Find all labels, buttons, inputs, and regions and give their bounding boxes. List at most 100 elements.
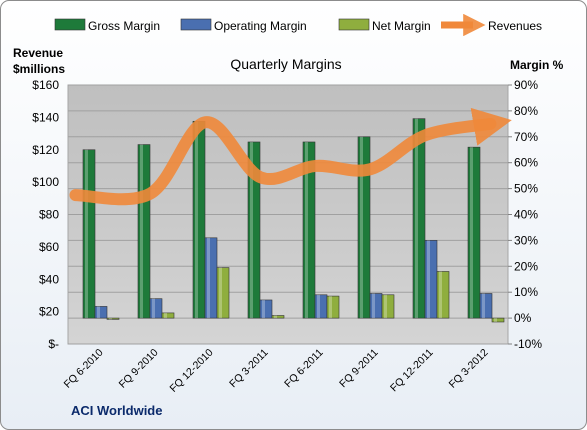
left-tick-label: $160 xyxy=(32,78,59,92)
bar-body xyxy=(412,118,426,319)
right-tick-label: 40% xyxy=(514,208,538,222)
legend-swatch xyxy=(54,18,86,31)
bar-highlight xyxy=(415,118,418,319)
legend-item: Gross Margin xyxy=(54,18,160,33)
bar-body xyxy=(467,146,481,319)
bar-body xyxy=(259,299,273,319)
bar-body xyxy=(216,267,230,319)
legend-item: Net Margin xyxy=(338,18,431,33)
bar-highlight xyxy=(250,141,253,319)
bar-net-margin xyxy=(216,267,230,319)
bar-highlight xyxy=(360,136,363,319)
bar-highlight xyxy=(207,237,210,319)
right-tick-label: 70% xyxy=(514,130,538,144)
bar-gross-margin xyxy=(467,146,481,319)
bar-body xyxy=(357,136,371,319)
left-tick-label: $60 xyxy=(39,240,59,254)
bar-body xyxy=(161,312,175,319)
category-axis: FQ 6-2010 FQ 9-2010 FQ 12-2010 FQ 3-2011 FQ … xyxy=(62,347,491,395)
legend-item: Revenues xyxy=(441,13,542,37)
left-axis-title-line2: $millions xyxy=(13,62,65,76)
bar-body xyxy=(424,240,438,319)
bar-highlight xyxy=(109,318,112,320)
bar-highlight xyxy=(317,294,320,319)
bar-highlight xyxy=(274,315,277,319)
bar-gross-margin xyxy=(82,149,96,319)
legend-label: Operating Margin xyxy=(214,19,307,33)
right-tick-label: 60% xyxy=(514,156,538,170)
revenue-line xyxy=(69,107,512,206)
bar-body xyxy=(82,149,96,319)
bar-body xyxy=(137,144,151,319)
bar-highlight xyxy=(482,293,485,319)
bar-body xyxy=(204,237,218,319)
bar-highlight xyxy=(384,294,387,319)
legend-swatch xyxy=(180,18,212,31)
bar-net-margin xyxy=(436,271,450,319)
bar-body xyxy=(192,120,206,319)
category-label: FQ 9-2010 xyxy=(117,347,161,391)
left-tick-label: $40 xyxy=(39,272,59,286)
category-label: FQ 12-2011 xyxy=(388,347,436,395)
bar-highlight xyxy=(164,312,167,319)
bar-gross-margin xyxy=(137,144,151,319)
left-tick-label: $20 xyxy=(39,305,59,319)
bar-operating-margin xyxy=(479,293,493,319)
bar-body xyxy=(436,271,450,319)
bar-net-margin xyxy=(491,317,505,323)
bar-body xyxy=(326,295,340,319)
bar-body xyxy=(94,306,108,319)
bar-gross-margin xyxy=(247,141,261,319)
bar-net-margin xyxy=(161,312,175,319)
right-tick-label: 50% xyxy=(514,182,538,196)
category-label: FQ 12-2010 xyxy=(168,347,216,395)
left-tick-label: $100 xyxy=(32,175,59,189)
bar-operating-margin xyxy=(204,237,218,319)
bar-operating-margin xyxy=(94,306,108,319)
bar-operating-margin xyxy=(259,299,273,319)
bar-body xyxy=(271,315,285,319)
right-axis: -10% 0% 10% 20% 30% 40% 50% 60% 70% 80% 90% xyxy=(508,78,542,351)
bar-net-margin xyxy=(271,315,285,319)
right-axis-title: Margin % xyxy=(510,58,564,72)
bar-net-margin xyxy=(106,317,120,320)
bar-highlight xyxy=(470,147,473,319)
bar-gross-margin xyxy=(412,118,426,319)
bar-highlight xyxy=(140,144,143,319)
category-label: FQ 6-2011 xyxy=(282,347,326,391)
left-tick-label: $80 xyxy=(39,208,59,222)
right-tick-label: 80% xyxy=(514,104,538,118)
bar-highlight xyxy=(439,271,442,319)
legend-label: Net Margin xyxy=(372,19,431,33)
bar-operating-margin xyxy=(314,294,328,319)
right-tick-label: 30% xyxy=(514,233,538,247)
bar-highlight xyxy=(305,141,308,319)
bar-operating-margin xyxy=(424,240,438,319)
bar-highlight xyxy=(372,293,375,319)
category-label: FQ 3-2012 xyxy=(447,347,491,391)
left-tick-label: $140 xyxy=(32,110,59,124)
bar-body xyxy=(381,294,395,319)
left-axis: $- $20 $40 $60 $80 $100 $120 $140 $160 xyxy=(32,78,59,351)
right-tick-label: 90% xyxy=(514,78,538,92)
category-label: FQ 6-2010 xyxy=(62,347,106,391)
bar-body xyxy=(106,317,120,320)
bar-body xyxy=(369,293,383,319)
bar-highlight xyxy=(152,298,155,319)
left-tick-label: $120 xyxy=(32,143,59,157)
category-label: FQ 3-2011 xyxy=(227,347,271,391)
bar-body xyxy=(491,317,505,323)
footer-label: ACI Worldwide xyxy=(71,403,162,418)
bar-highlight xyxy=(329,296,332,319)
bar-highlight xyxy=(427,240,430,319)
revenue-line-series xyxy=(69,107,512,206)
bar-body xyxy=(149,298,163,319)
right-tick-label: 20% xyxy=(514,259,538,273)
right-tick-label: -10% xyxy=(514,337,542,351)
bar-operating-margin xyxy=(369,293,383,319)
right-tick-label: 0% xyxy=(514,311,532,325)
bar-gross-margin xyxy=(192,120,206,319)
left-axis-title-line1: Revenue xyxy=(13,46,63,60)
bar-body xyxy=(479,293,493,319)
